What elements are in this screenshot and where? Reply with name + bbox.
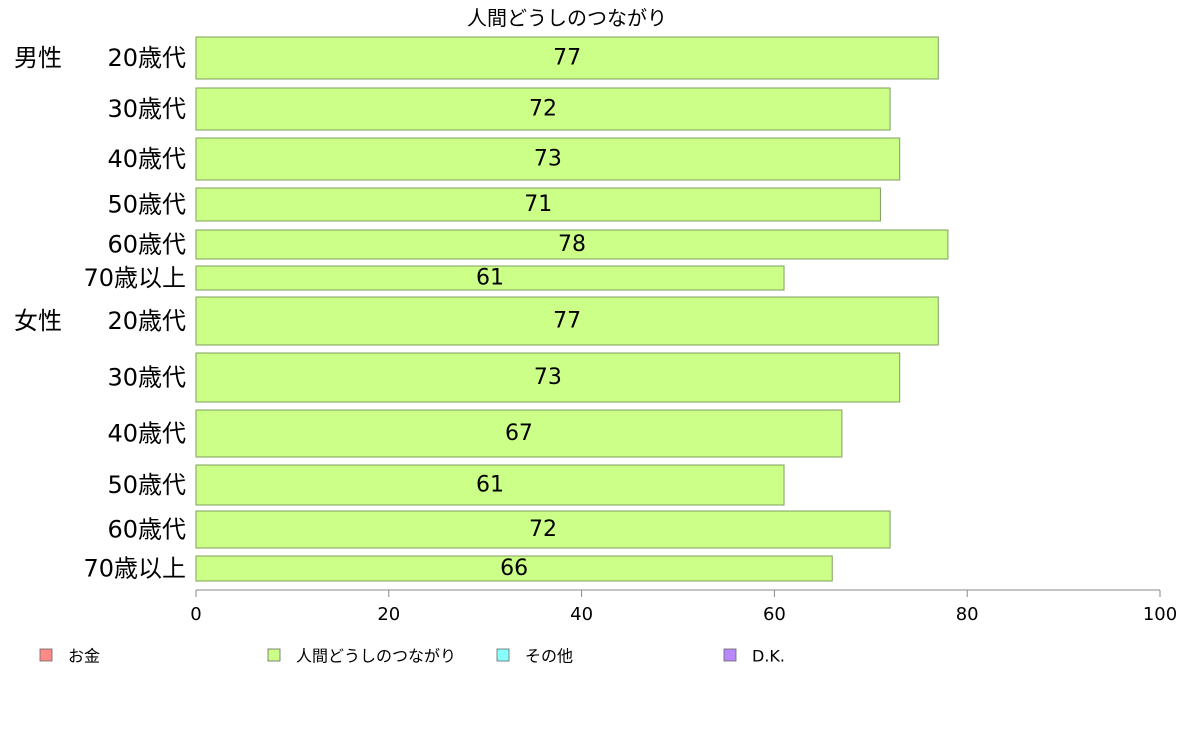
legend-swatch: [496, 648, 510, 662]
legend-label: その他: [525, 647, 573, 666]
legend-label: お金: [68, 647, 100, 666]
bar-value-label: 67: [505, 421, 533, 446]
x-tick-label: 0: [190, 604, 201, 625]
bars-layer: 77 20歳代 男性 72 30歳代 73 40歳代 71 50歳代 78 60歳代 61 70歳以上 7…: [14, 36, 949, 583]
bar-value-label: 61: [476, 266, 504, 291]
bar-female-5: [195, 510, 891, 549]
x-axis: 0 20 40 60 80 100: [190, 589, 1177, 625]
category-label: 20歳代: [107, 307, 186, 335]
category-label: 70歳以上: [83, 264, 186, 292]
bar-value-label: 66: [500, 556, 528, 581]
category-label: 70歳以上: [83, 555, 186, 583]
category-label: 50歳代: [107, 471, 186, 499]
category-label: 40歳代: [107, 145, 186, 173]
chart-title: 人間どうしのつながり: [467, 6, 667, 30]
x-tick-label: 80: [956, 604, 979, 625]
bar-male-3: [195, 137, 901, 181]
legend-swatch: [723, 648, 737, 662]
bar-male-4: [195, 187, 881, 222]
bar-value-label: 72: [529, 517, 557, 542]
bar-female-3: [195, 409, 843, 458]
bar-male-5: [195, 229, 949, 260]
category-label: 60歳代: [107, 516, 186, 544]
group-label: 女性: [14, 307, 62, 335]
legend-label: 人間どうしのつながり: [296, 647, 456, 666]
legend-swatch: [39, 648, 53, 662]
bar-female-1: [195, 296, 939, 346]
category-label: 30歳代: [107, 364, 186, 392]
x-tick-label: 20: [377, 604, 400, 625]
legend: お金 人間どうしのつながり その他 D.K.: [39, 647, 785, 666]
bar-value-label: 61: [476, 473, 504, 498]
category-label: 20歳代: [107, 44, 186, 72]
bar-value-label: 77: [553, 309, 581, 334]
bar-male-6: [195, 265, 785, 291]
bar-female-4: [195, 464, 785, 506]
category-label: 50歳代: [107, 191, 186, 219]
bar-male-2: [195, 87, 891, 131]
bar-male-1: [195, 36, 939, 80]
bar-value-label: 71: [524, 192, 552, 217]
bar-value-label: 77: [553, 46, 581, 71]
category-label: 60歳代: [107, 231, 186, 259]
x-tick-label: 40: [570, 604, 593, 625]
bar-value-label: 73: [534, 147, 562, 172]
legend-label: D.K.: [752, 647, 785, 666]
bar-value-label: 78: [558, 232, 586, 257]
category-label: 30歳代: [107, 95, 186, 123]
bar-value-label: 73: [534, 365, 562, 390]
legend-swatch: [267, 648, 281, 662]
bar-female-6: [195, 555, 833, 582]
group-label: 男性: [14, 44, 62, 72]
bar-female-2: [195, 352, 901, 403]
x-tick-label: 100: [1143, 604, 1177, 625]
category-label: 40歳代: [107, 420, 186, 448]
bar-value-label: 72: [529, 97, 557, 122]
x-tick-label: 60: [763, 604, 786, 625]
